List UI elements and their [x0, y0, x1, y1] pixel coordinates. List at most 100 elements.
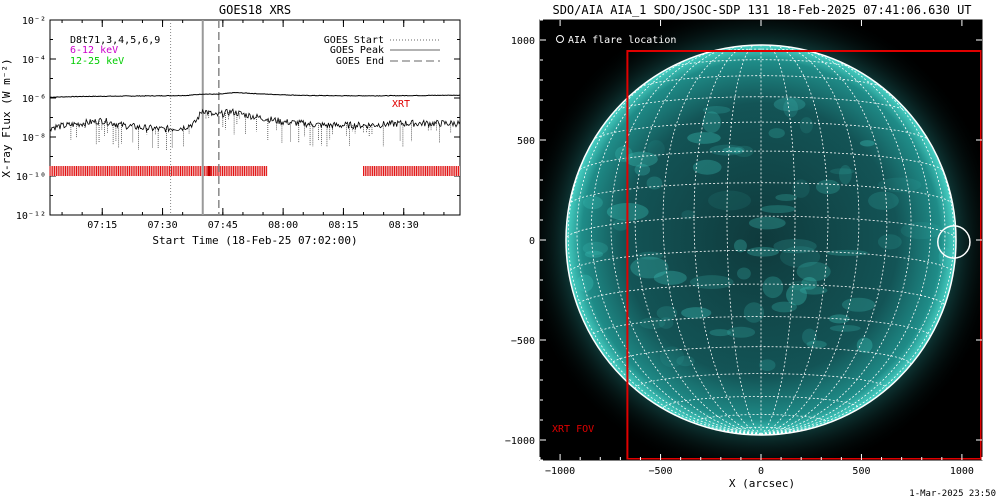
latitude-line	[610, 346, 912, 366]
flare-location-circle	[937, 225, 971, 259]
active-region	[796, 261, 831, 282]
active-region	[582, 196, 603, 210]
y-tick-label: 10⁻⁸	[22, 133, 46, 144]
flare-legend-icon	[556, 35, 564, 43]
x-tick-label: 07:15	[87, 220, 117, 231]
y-tick-label: 10⁻⁶	[22, 94, 46, 105]
longitude-line	[567, 79, 762, 435]
longitude-line	[610, 46, 762, 435]
x-tick-label: 1000	[950, 466, 974, 477]
active-region	[653, 270, 687, 285]
xrt-coverage	[49, 166, 460, 177]
active-region	[639, 317, 666, 329]
x-tick-label: 07:30	[147, 220, 177, 231]
active-region	[709, 144, 745, 156]
active-region	[773, 97, 806, 112]
y-tick-label: 10⁻¹⁰	[16, 172, 46, 183]
active-region	[759, 359, 776, 371]
active-region	[615, 146, 633, 162]
xrt-fov-box	[626, 50, 982, 460]
aia-axes: −1000 −1000 −500 −500 0 0 500 500 1000 1000	[505, 19, 983, 477]
active-region	[692, 159, 722, 175]
x-tick-label: 0	[758, 466, 764, 477]
active-region	[646, 176, 663, 190]
active-region	[877, 177, 922, 193]
active-region	[801, 276, 818, 290]
y-tick-label: 10⁻⁴	[22, 55, 46, 66]
active-region	[582, 241, 609, 256]
y-tick-label: 10⁻²	[22, 16, 46, 27]
latitude-line	[568, 182, 954, 206]
flare-legend-label: AIA flare location	[568, 35, 676, 46]
active-region	[647, 140, 665, 158]
active-region	[746, 246, 780, 257]
active-region	[689, 275, 734, 290]
active-region	[736, 267, 751, 280]
goes-x-axis: 07:15 07:30 07:45 08:00 08:15 08:30	[61, 20, 445, 231]
y-tick-label: 0	[529, 236, 535, 247]
y-tick-label: −1000	[505, 436, 535, 447]
longitude-line	[760, 55, 946, 435]
active-region	[676, 355, 695, 367]
legend-low-channel: 6-12 keV	[70, 45, 118, 56]
active-region	[829, 325, 861, 332]
active-region	[773, 239, 817, 254]
active-region	[779, 246, 821, 268]
footer-timestamp: 1-Mar-2025 23:50	[909, 489, 996, 499]
goes-title: GOES18 XRS	[219, 3, 291, 17]
active-region	[576, 274, 594, 292]
active-region	[659, 346, 685, 368]
solar-limb	[565, 44, 957, 436]
latitude-line	[592, 121, 930, 141]
longitude-line	[760, 79, 955, 435]
latitude-line	[636, 75, 886, 90]
xrt-fov-label: XRT FOV	[552, 424, 594, 435]
x-tick-label: 08:00	[268, 220, 298, 231]
active-region	[826, 249, 868, 256]
x-tick-label: 500	[852, 466, 870, 477]
active-region	[838, 164, 852, 185]
active-region	[788, 280, 811, 291]
active-region	[792, 179, 810, 198]
goes-y-axis: 10⁻¹² 10⁻¹⁰ 10⁻⁸ 10⁻⁶ 10⁻⁴ 10⁻²	[16, 16, 460, 222]
active-region	[771, 301, 797, 313]
active-region	[783, 98, 798, 118]
goes-series-1	[49, 108, 461, 133]
active-region	[841, 297, 876, 312]
active-region	[624, 151, 658, 167]
x-tick-label: 07:45	[208, 220, 238, 231]
longitude-line	[576, 55, 762, 435]
solar-active-regions	[576, 97, 952, 371]
active-region	[859, 140, 875, 147]
goes-y-label: X-ray Flux (W m⁻²)	[0, 58, 13, 177]
active-region	[830, 168, 855, 175]
legend-goes-start: GOES Start	[324, 35, 384, 46]
y-tick-label: 500	[517, 136, 535, 147]
active-region	[760, 205, 796, 214]
active-region	[748, 216, 786, 230]
active-region	[726, 326, 756, 338]
active-region	[656, 306, 678, 320]
active-region	[584, 250, 604, 258]
active-region	[687, 132, 721, 144]
active-region	[630, 256, 669, 279]
active-region	[709, 329, 731, 337]
legend-goes-end: GOES End	[336, 56, 384, 67]
active-region	[828, 314, 850, 324]
aia-title: SDO/AIA AIA_1 SDO/JSOC-SDP 131 18-Feb-20…	[552, 3, 971, 17]
goes-x-label: Start Time (18-Feb-25 07:02:00)	[152, 234, 357, 247]
active-region	[702, 111, 721, 133]
longitude-line	[760, 45, 796, 435]
goes-time-markers	[170, 20, 220, 215]
longitude-line	[760, 46, 912, 435]
active-region	[634, 163, 651, 176]
active-region	[900, 222, 942, 240]
x-tick-label: 08:30	[389, 220, 419, 231]
goes-series-0	[49, 91, 461, 98]
y-tick-label: 1000	[511, 36, 535, 47]
active-region	[786, 284, 807, 306]
latitude-line	[693, 414, 829, 423]
legend-goes-peak: GOES Peak	[330, 45, 384, 56]
longitude-line	[760, 45, 829, 435]
